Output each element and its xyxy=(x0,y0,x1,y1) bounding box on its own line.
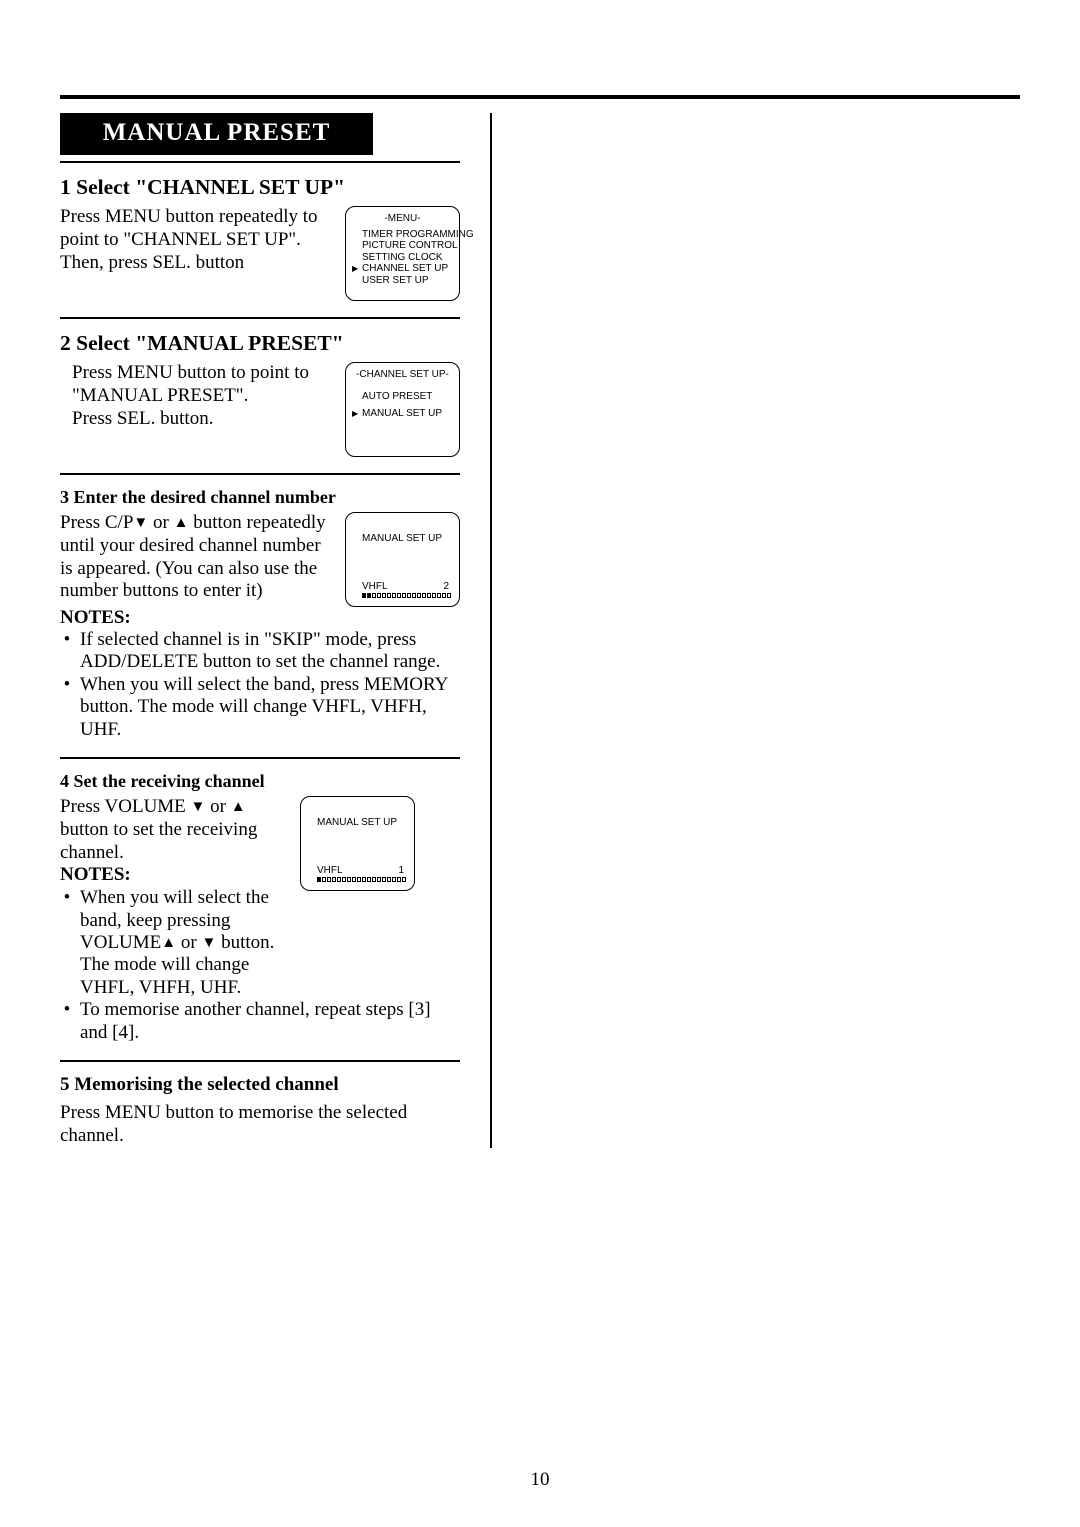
page-number: 10 xyxy=(0,1469,1080,1491)
screen3-bar xyxy=(352,593,453,598)
screen3-value: 2 xyxy=(443,581,449,593)
column-divider xyxy=(490,113,492,1148)
step2-body-2: Press SEL. button. xyxy=(72,408,213,429)
step2-body-1: Press MENU button to point to "MANUAL PR… xyxy=(72,362,309,406)
screen4-band: VHFL xyxy=(317,865,343,877)
divider-2 xyxy=(60,473,460,475)
screen4-value: 1 xyxy=(398,865,404,877)
section-underline xyxy=(60,161,460,163)
bullet-icon: • xyxy=(60,887,74,999)
step3-body-mid: or xyxy=(148,512,173,533)
screen1-item-0: TIMER PROGRAMMING xyxy=(352,229,453,241)
triangle-up-icon: ▲ xyxy=(161,936,176,951)
step1-body-2: Then, press SEL. button xyxy=(60,252,244,273)
screen2-title: -CHANNEL SET UP- xyxy=(352,369,453,381)
step4-note-1b: or xyxy=(176,932,201,953)
step3-screen: MANUAL SET UP VHFL 2 xyxy=(345,512,460,607)
triangle-up-icon: ▲ xyxy=(174,516,189,531)
step4-body-mid: or xyxy=(205,796,230,817)
step1-heading: 1 Select "CHANNEL SET UP" xyxy=(60,175,460,200)
bullet-icon: • xyxy=(60,674,74,741)
triangle-down-icon: ▼ xyxy=(191,800,206,815)
step3-body-prefix: Press C/P xyxy=(60,512,133,533)
bullet-icon: • xyxy=(60,629,74,674)
step3-heading: 3 Enter the desired channel number xyxy=(60,487,460,508)
triangle-up-icon: ▲ xyxy=(231,800,246,815)
screen1-item-1: PICTURE CONTROL xyxy=(352,240,453,252)
screen3-band: VHFL xyxy=(362,581,388,593)
screen1-title: -MENU- xyxy=(352,213,453,225)
step1-body-1: Press MENU button repeatedly to point to… xyxy=(60,206,318,250)
step4-screen: MANUAL SET UP VHFL 1 xyxy=(300,796,415,891)
divider-3 xyxy=(60,757,460,759)
screen4-title: MANUAL SET UP xyxy=(307,817,408,829)
screen1-item-3: CHANNEL SET UP xyxy=(352,263,453,275)
step1-screen: -MENU- TIMER PROGRAMMING PICTURE CONTROL… xyxy=(345,206,460,301)
step5-body: Press MENU button to memorise the select… xyxy=(60,1102,460,1148)
triangle-down-icon: ▼ xyxy=(133,516,148,531)
step4-heading: 4 Set the receiving channel xyxy=(60,771,460,792)
step4-body-suffix: button to set the receiving channel. xyxy=(60,819,257,863)
divider-1 xyxy=(60,317,460,319)
step3-notes-label: NOTES: xyxy=(60,607,460,629)
bullet-icon: • xyxy=(60,999,74,1044)
step4-body-prefix: Press VOLUME xyxy=(60,796,191,817)
step3-note-2: When you will select the band, press MEM… xyxy=(80,674,460,741)
screen2-item-0: AUTO PRESET xyxy=(352,391,453,403)
triangle-down-icon: ▼ xyxy=(201,936,216,951)
step2-heading: 2 Select "MANUAL PRESET" xyxy=(60,331,460,356)
page-top-rule xyxy=(60,95,1020,99)
step4-note-2: To memorise another channel, repeat step… xyxy=(80,999,460,1044)
section-title: MANUAL PRESET xyxy=(60,113,373,155)
screen3-title: MANUAL SET UP xyxy=(352,533,453,545)
divider-4 xyxy=(60,1060,460,1062)
screen2-item-1: MANUAL SET UP xyxy=(352,408,453,420)
step5-heading: 5 Memorising the selected channel xyxy=(60,1074,460,1096)
step2-screen: -CHANNEL SET UP- AUTO PRESET MANUAL SET … xyxy=(345,362,460,457)
step3-note-1: If selected channel is in "SKIP" mode, p… xyxy=(80,629,460,674)
screen4-bar xyxy=(307,877,408,882)
screen1-item-4: USER SET UP xyxy=(352,275,453,287)
screen1-item-2: SETTING CLOCK xyxy=(352,252,453,264)
step4-notes-label: NOTES: xyxy=(60,864,131,885)
